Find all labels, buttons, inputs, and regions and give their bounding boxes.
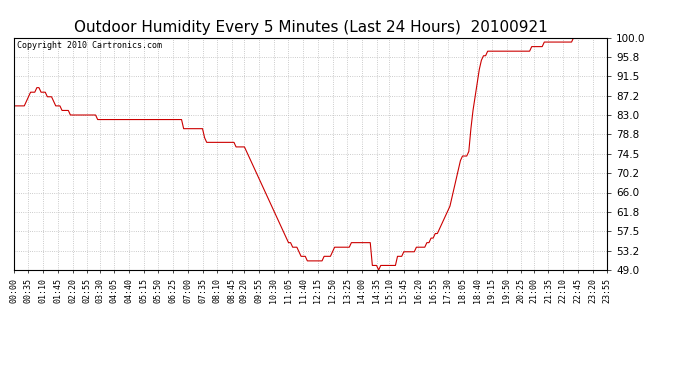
Title: Outdoor Humidity Every 5 Minutes (Last 24 Hours)  20100921: Outdoor Humidity Every 5 Minutes (Last 2… [74, 20, 547, 35]
Text: Copyright 2010 Cartronics.com: Copyright 2010 Cartronics.com [17, 41, 161, 50]
